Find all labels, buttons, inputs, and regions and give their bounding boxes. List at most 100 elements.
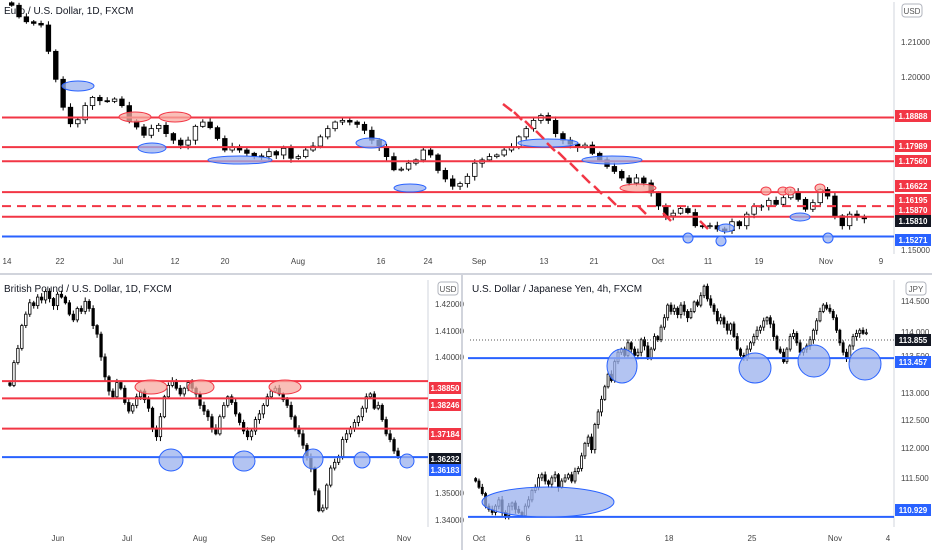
currency-badge[interactable]: USD xyxy=(437,281,459,296)
x-tick-label: 24 xyxy=(424,257,433,266)
eurusd-panel[interactable]: Euro / U.S. Dollar, 1D, FXCM USD 1.21000 1.… xyxy=(2,1,931,266)
candle xyxy=(811,328,815,344)
x-tick-label: 12 xyxy=(171,257,180,266)
candle xyxy=(361,121,368,135)
candle xyxy=(755,326,759,340)
y-tick-label: 1.21000 xyxy=(901,38,930,47)
support-oval xyxy=(789,212,811,222)
svg-text:1.15271: 1.15271 xyxy=(899,236,928,245)
candle xyxy=(156,123,162,132)
candle xyxy=(420,147,426,163)
candle xyxy=(104,97,110,103)
candle xyxy=(735,333,739,351)
candle xyxy=(606,371,610,389)
candle xyxy=(566,472,570,480)
candle xyxy=(477,478,481,490)
candle xyxy=(450,175,456,190)
candle xyxy=(332,120,338,132)
candle xyxy=(523,125,529,140)
candle xyxy=(60,76,66,111)
candle xyxy=(135,393,139,409)
candle xyxy=(75,117,81,128)
resistance-oval xyxy=(158,111,192,123)
candle xyxy=(325,125,331,140)
resistance-oval xyxy=(760,186,772,196)
candle xyxy=(36,294,40,309)
candle xyxy=(295,154,302,160)
candle xyxy=(28,299,32,317)
candle xyxy=(202,401,206,415)
candle xyxy=(8,1,15,7)
candle xyxy=(676,306,680,319)
candle xyxy=(732,321,736,339)
candle xyxy=(360,405,365,421)
candle xyxy=(376,401,380,411)
candle xyxy=(619,169,625,181)
x-tick-label: Oct xyxy=(473,534,486,543)
candle xyxy=(486,153,493,162)
resistance-oval xyxy=(619,183,657,193)
candle xyxy=(241,419,246,435)
candle xyxy=(325,483,329,510)
x-tick-label: Jul xyxy=(113,257,123,266)
currency-badge-label: USD xyxy=(904,7,921,16)
candle xyxy=(398,166,404,172)
candle xyxy=(818,307,822,323)
candle xyxy=(435,153,441,174)
candle xyxy=(97,94,103,106)
currency-badge[interactable]: USD xyxy=(901,3,923,18)
candle xyxy=(38,20,44,28)
svg-text:1.36232: 1.36232 xyxy=(431,455,460,464)
candle xyxy=(99,331,103,361)
candle xyxy=(31,19,37,26)
candle xyxy=(303,147,309,159)
candle xyxy=(550,475,554,489)
candle xyxy=(182,386,186,397)
candle xyxy=(768,315,772,329)
candle xyxy=(87,299,91,312)
candle xyxy=(707,222,713,229)
svg-text:1.38246: 1.38246 xyxy=(431,401,460,410)
price-level-label: 110.929 xyxy=(895,504,931,516)
candle xyxy=(207,118,213,130)
candle xyxy=(23,13,30,24)
candle xyxy=(301,429,305,449)
candle xyxy=(238,412,242,426)
support-oval xyxy=(355,137,387,149)
candle xyxy=(480,483,484,496)
candle xyxy=(854,329,858,341)
y-tick-label: 112.000 xyxy=(901,444,930,453)
support-circle xyxy=(232,450,256,472)
currency-badge[interactable]: JPY xyxy=(905,281,927,296)
candle xyxy=(530,116,537,132)
candle xyxy=(762,317,766,331)
candle xyxy=(851,333,855,350)
candle xyxy=(692,300,696,314)
candle xyxy=(218,414,222,436)
candle xyxy=(115,378,119,399)
candle xyxy=(339,117,346,126)
x-tick-label: 11 xyxy=(575,534,584,543)
candle xyxy=(32,300,36,309)
gbpusd-panel[interactable]: British Pound / U.S. Dollar, 1D, FXCM USD… xyxy=(2,280,464,543)
candle xyxy=(501,147,507,157)
candle xyxy=(16,344,20,365)
candle xyxy=(795,188,801,202)
candle xyxy=(321,504,325,513)
candle xyxy=(111,97,118,104)
price-level-label: 1.36232 xyxy=(429,453,461,465)
x-tick-label: 4 xyxy=(886,534,891,543)
candle xyxy=(719,313,723,325)
currency-badge-label: JPY xyxy=(909,285,924,294)
candle xyxy=(91,305,95,330)
candle xyxy=(828,304,832,314)
usdjpy-panel[interactable]: U.S. Dollar / Japanese Yen, 4h, FXCM JPY 1… xyxy=(468,280,931,543)
candle xyxy=(427,146,434,158)
chart-title: Euro / U.S. Dollar, 1D, FXCM xyxy=(4,6,133,17)
candle xyxy=(83,297,87,315)
y-tick-label: 114.500 xyxy=(901,297,930,306)
candle xyxy=(780,195,787,207)
candle xyxy=(53,49,59,83)
candle xyxy=(244,146,250,157)
candle xyxy=(352,419,357,432)
